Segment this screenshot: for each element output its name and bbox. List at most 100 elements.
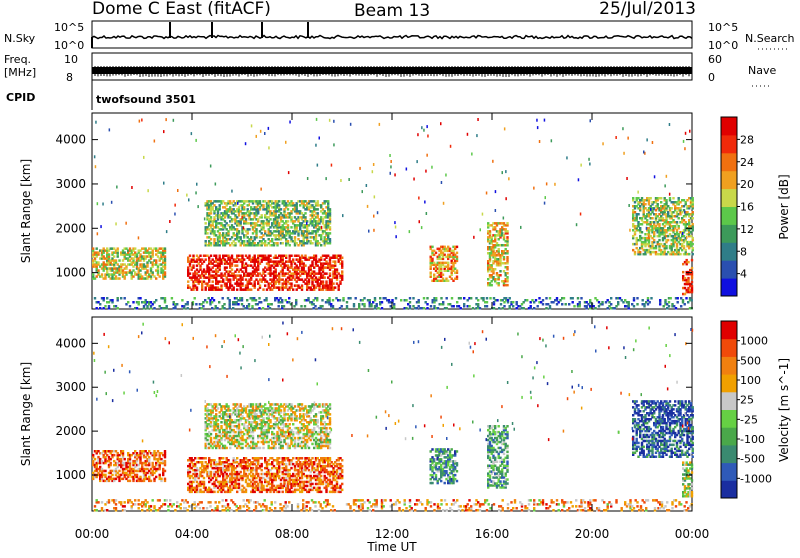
data-cell <box>526 299 528 302</box>
data-cell <box>213 238 215 241</box>
data-cell <box>264 240 266 243</box>
data-cell <box>512 305 514 308</box>
data-cell <box>479 307 481 310</box>
sparse-point <box>206 206 208 209</box>
data-cell <box>442 301 444 304</box>
panel-frame <box>92 317 692 511</box>
sparse-point <box>374 195 376 198</box>
sparse-point <box>390 172 392 175</box>
data-cell <box>259 200 261 203</box>
data-cell <box>164 297 166 300</box>
data-cell <box>329 208 331 211</box>
data-cell <box>96 307 98 310</box>
data-cell <box>565 303 567 306</box>
data-cell <box>259 284 261 287</box>
data-cell <box>472 307 474 310</box>
sparse-point <box>285 141 287 144</box>
sparse-point <box>427 135 429 138</box>
data-cell <box>222 297 224 300</box>
data-cell <box>320 244 322 247</box>
data-cell <box>431 258 433 261</box>
data-cell <box>122 450 124 453</box>
data-cell <box>657 203 659 206</box>
data-cell <box>150 480 152 483</box>
freq-tick-top: 10 <box>64 53 78 66</box>
data-cell <box>236 264 238 267</box>
data-cell <box>334 286 336 289</box>
data-cell <box>506 236 508 239</box>
data-cell <box>171 297 173 300</box>
data-cell <box>358 303 360 306</box>
data-cell <box>276 242 278 245</box>
data-cell <box>692 197 694 200</box>
sparse-point <box>477 118 479 121</box>
data-cell <box>677 297 679 300</box>
nave-tick-bottom: 0 <box>708 71 715 84</box>
data-cell <box>255 299 257 302</box>
data-cell <box>470 297 472 300</box>
data-cell <box>189 272 191 275</box>
sparse-point <box>646 138 648 141</box>
data-cell <box>433 274 435 277</box>
data-cell <box>261 469 263 472</box>
sparse-point <box>163 130 165 133</box>
sparse-point <box>372 170 374 173</box>
data-cell <box>650 297 652 300</box>
data-cell <box>683 245 685 248</box>
data-cell <box>506 266 508 269</box>
data-cell <box>111 474 113 477</box>
sparse-point <box>689 130 691 133</box>
sparse-point <box>315 144 317 147</box>
data-cell <box>236 491 238 494</box>
sparse-point <box>317 164 319 167</box>
sparse-point <box>251 124 253 127</box>
data-cell <box>210 255 212 258</box>
data-cell <box>187 280 189 283</box>
data-cell <box>223 307 225 310</box>
data-cell <box>295 299 297 302</box>
data-cell <box>660 201 662 204</box>
data-cell <box>680 305 682 308</box>
data-cell <box>456 270 458 273</box>
data-cell <box>269 307 271 310</box>
data-cell <box>653 239 655 242</box>
data-cell <box>146 269 148 272</box>
y-tick-label: 1000 <box>55 266 86 280</box>
data-cell <box>328 297 330 300</box>
data-cell <box>682 271 684 274</box>
data-cell <box>189 471 191 474</box>
data-cell <box>649 301 651 304</box>
data-cell <box>329 238 331 241</box>
data-cell <box>486 297 488 300</box>
data-cell <box>549 297 551 300</box>
data-cell <box>257 473 259 476</box>
data-cell <box>290 236 292 239</box>
sparse-point <box>102 203 104 206</box>
data-cell <box>99 303 101 306</box>
data-cell <box>381 301 383 304</box>
sparse-point <box>467 133 469 136</box>
data-cell <box>341 257 343 260</box>
sparse-point <box>139 120 141 123</box>
data-cell <box>187 301 189 304</box>
data-cell <box>164 247 166 250</box>
sparse-point <box>195 139 197 142</box>
data-cell <box>672 197 674 200</box>
data-cell <box>271 238 273 241</box>
data-cell <box>258 297 260 300</box>
data-cell <box>227 459 229 462</box>
data-cell <box>332 282 334 285</box>
data-cell <box>113 454 115 457</box>
data-cell <box>118 277 120 280</box>
sparse-point <box>373 229 375 232</box>
data-cell <box>509 297 511 300</box>
data-cell <box>241 255 243 258</box>
data-cell <box>250 236 252 239</box>
data-cell <box>254 255 256 258</box>
data-cell <box>442 274 444 277</box>
data-cell <box>561 303 563 306</box>
data-cell <box>334 260 336 263</box>
sparse-point <box>580 164 582 167</box>
data-cell <box>460 307 462 310</box>
data-cell <box>679 253 681 256</box>
